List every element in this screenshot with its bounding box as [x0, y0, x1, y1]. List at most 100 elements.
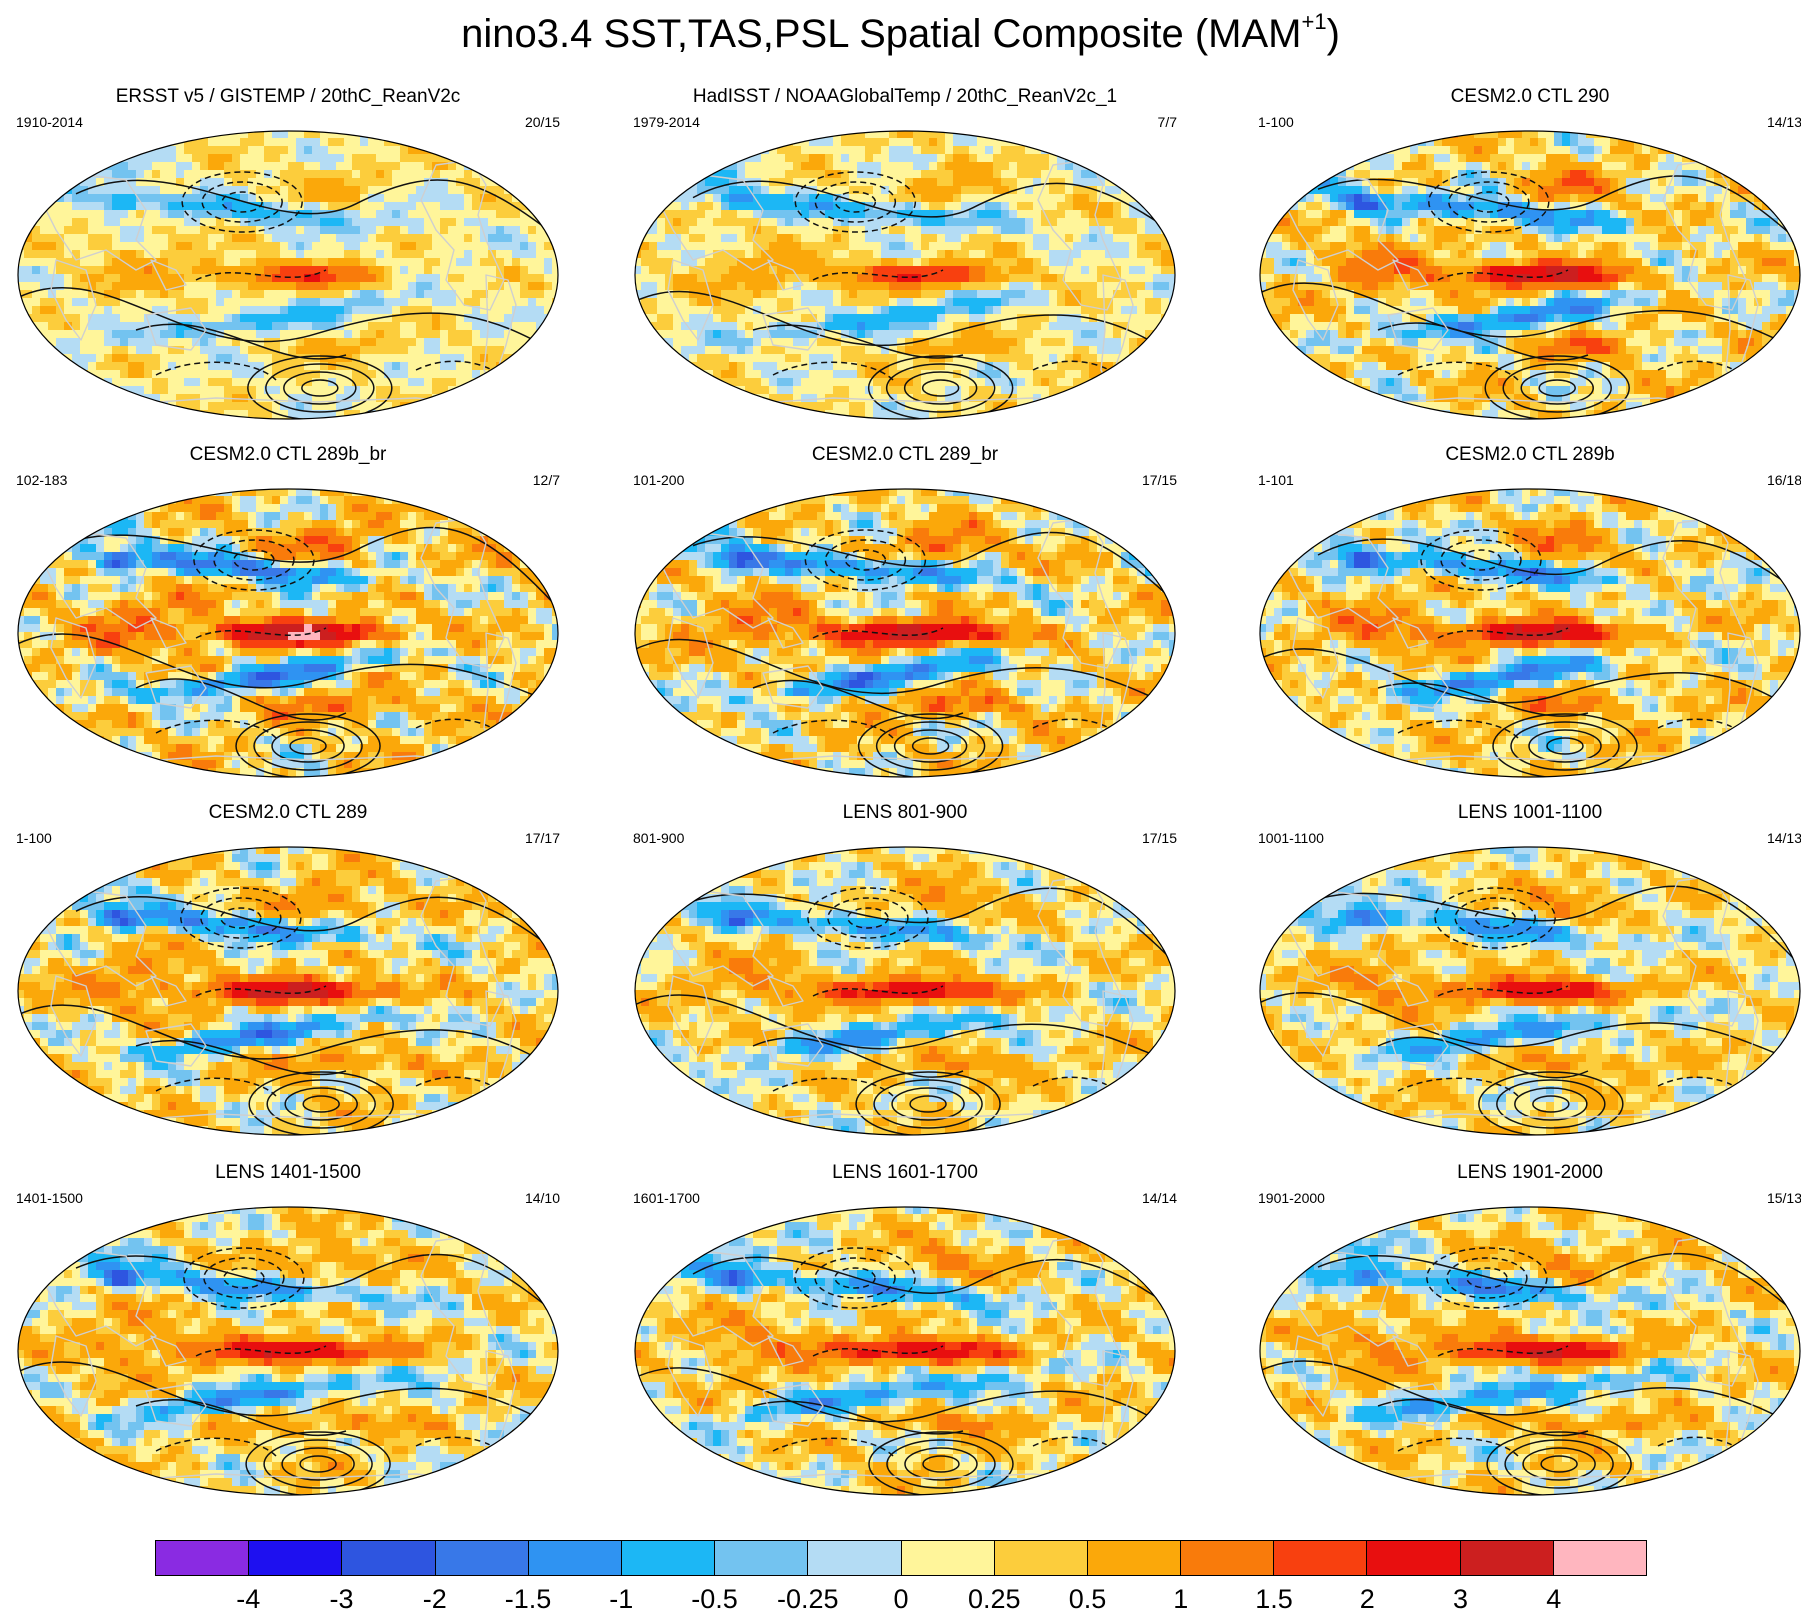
panel-period: 1601-1700 — [633, 1190, 700, 1206]
map-panel: HadISST / NOAAGlobalTemp / 20thC_ReanV2c… — [625, 86, 1185, 436]
colorbar-tick-label: -1 — [609, 1584, 633, 1615]
map-projection — [634, 488, 1176, 778]
panel-period: 801-900 — [633, 830, 684, 846]
temperature-field — [635, 847, 1175, 1135]
colorbar-tick-label: 3 — [1453, 1584, 1468, 1615]
continent-outlines — [652, 159, 1134, 407]
pressure-contours — [18, 171, 558, 419]
map-panel: CESM2.0 CTL 290 1-100 14/13 — [1250, 86, 1801, 436]
map-projection — [634, 1206, 1176, 1496]
colorbar-tick-label: 0.25 — [968, 1584, 1021, 1615]
colorbar-swatch — [435, 1541, 529, 1575]
map-panel: CESM2.0 CTL 289_br 101-200 17/15 — [625, 444, 1185, 794]
map-panel: LENS 1901-2000 1901-2000 15/13 — [1250, 1162, 1801, 1512]
colorbar-tick-label: -0.25 — [777, 1584, 839, 1615]
map-panel: CESM2.0 CTL 289b_br 102-183 12/7 — [8, 444, 568, 794]
colorbar — [155, 1540, 1647, 1576]
pressure-contours — [18, 1247, 558, 1495]
colorbar-tick-label: 1.5 — [1255, 1584, 1293, 1615]
pressure-contours — [1260, 529, 1800, 777]
panel-title: HadISST / NOAAGlobalTemp / 20thC_ReanV2c… — [625, 86, 1185, 108]
colorbar-tick-label: 4 — [1546, 1584, 1561, 1615]
panel-title: ERSST v5 / GISTEMP / 20thC_ReanV2c — [8, 86, 568, 108]
panel-title: LENS 1001-1100 — [1250, 802, 1801, 824]
temperature-field — [635, 131, 1175, 419]
colorbar-swatch — [715, 1541, 809, 1575]
map-panel: CESM2.0 CTL 289b 1-101 16/18 — [1250, 444, 1801, 794]
panel-count: 17/15 — [1142, 472, 1177, 488]
colorbar-tick-label: -0.5 — [691, 1584, 738, 1615]
continent-outlines — [1277, 1235, 1759, 1483]
panel-period: 1979-2014 — [633, 114, 700, 130]
panel-title: CESM2.0 CTL 289 — [8, 802, 568, 824]
panel-count: 14/13 — [1767, 830, 1801, 846]
panel-period: 102-183 — [16, 472, 67, 488]
temperature-field — [18, 847, 558, 1135]
map-projection — [17, 1206, 559, 1496]
panel-period: 1401-1500 — [16, 1190, 83, 1206]
temperature-field — [1260, 847, 1800, 1135]
colorbar-tick-label: -2 — [423, 1584, 447, 1615]
colorbar-swatch — [1274, 1541, 1368, 1575]
panel-period: 1-100 — [16, 830, 52, 846]
figure-title-text: nino3.4 SST,TAS,PSL Spatial Composite (M… — [461, 12, 1301, 56]
map-projection — [634, 846, 1176, 1136]
colorbar-swatch — [808, 1541, 902, 1575]
panel-count: 20/15 — [525, 114, 560, 130]
map-projection — [1259, 1206, 1801, 1496]
map-projection — [17, 846, 559, 1136]
continent-outlines — [652, 875, 1134, 1123]
pressure-contours — [635, 887, 1175, 1135]
map-panel: LENS 801-900 801-900 17/15 — [625, 802, 1185, 1152]
panel-count: 15/13 — [1767, 1190, 1801, 1206]
colorbar-swatch — [621, 1541, 716, 1575]
map-panel: LENS 1401-1500 1401-1500 14/10 — [8, 1162, 568, 1512]
colorbar-tick-label: -4 — [236, 1584, 260, 1615]
colorbar-swatch — [528, 1541, 622, 1575]
colorbar-swatch — [249, 1541, 343, 1575]
map-projection — [17, 130, 559, 420]
panel-period: 1901-2000 — [1258, 1190, 1325, 1206]
panel-count: 14/13 — [1767, 114, 1801, 130]
map-panel: LENS 1601-1700 1601-1700 14/14 — [625, 1162, 1185, 1512]
panel-count: 14/10 — [525, 1190, 560, 1206]
panel-period: 1-101 — [1258, 472, 1294, 488]
figure-title-close: ) — [1327, 12, 1340, 56]
colorbar-swatch — [901, 1541, 995, 1575]
panel-title: LENS 1901-2000 — [1250, 1162, 1801, 1184]
map-projection — [17, 488, 559, 778]
colorbar-tick-label: 2 — [1360, 1584, 1375, 1615]
panel-title: CESM2.0 CTL 289b_br — [8, 444, 568, 466]
figure-title-superscript: +1 — [1301, 9, 1326, 34]
panel-period: 1910-2014 — [16, 114, 83, 130]
colorbar-swatch — [156, 1541, 250, 1575]
colorbar-tick-label: 1 — [1173, 1584, 1188, 1615]
panel-count: 16/18 — [1767, 472, 1801, 488]
map-projection — [1259, 488, 1801, 778]
panel-count: 17/15 — [1142, 830, 1177, 846]
colorbar-swatch — [1553, 1541, 1646, 1575]
colorbar-swatch — [1367, 1541, 1461, 1575]
pressure-contours — [635, 529, 1175, 777]
panel-period: 1001-1100 — [1258, 830, 1324, 846]
panel-title: LENS 801-900 — [625, 802, 1185, 824]
colorbar-tick-label: 0 — [893, 1584, 908, 1615]
colorbar-swatch — [342, 1541, 436, 1575]
panel-count: 17/17 — [525, 830, 560, 846]
panel-period: 101-200 — [633, 472, 684, 488]
map-panel: ERSST v5 / GISTEMP / 20thC_ReanV2c 1910-2… — [8, 86, 568, 436]
pressure-contours — [1260, 885, 1800, 1135]
colorbar-swatch — [1087, 1541, 1182, 1575]
panel-title: CESM2.0 CTL 289_br — [625, 444, 1185, 466]
panel-title: LENS 1401-1500 — [8, 1162, 568, 1184]
panel-period: 1-100 — [1258, 114, 1294, 130]
panel-title: CESM2.0 CTL 289b — [1250, 444, 1801, 466]
map-panel: CESM2.0 CTL 289 1-100 17/17 — [8, 802, 568, 1152]
map-panel: LENS 1001-1100 1001-1100 14/13 — [1250, 802, 1801, 1152]
figure-title: nino3.4 SST,TAS,PSL Spatial Composite (M… — [0, 8, 1801, 60]
panel-title: CESM2.0 CTL 290 — [1250, 86, 1801, 108]
panel-count: 12/7 — [533, 472, 560, 488]
panel-count: 14/14 — [1142, 1190, 1177, 1206]
map-projection — [1259, 846, 1801, 1136]
panel-count: 7/7 — [1158, 114, 1177, 130]
